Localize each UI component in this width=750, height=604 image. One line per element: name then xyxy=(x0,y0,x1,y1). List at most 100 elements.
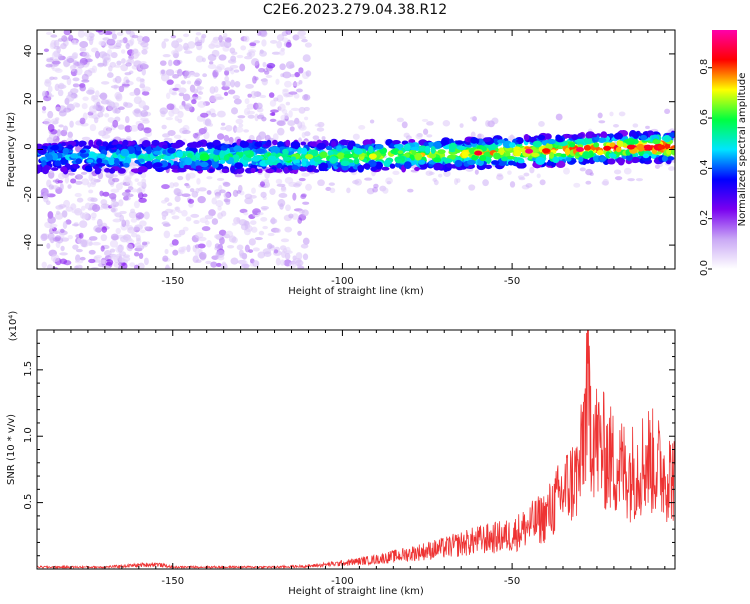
spectrogram-ridge-cell xyxy=(514,149,522,157)
spectrogram-speckle xyxy=(195,232,204,239)
spectrogram-ridge-cell xyxy=(37,147,47,155)
spectrogram-ridge-cell xyxy=(325,145,333,151)
spectrogram-speckle xyxy=(254,76,259,81)
spectrogram-speckle xyxy=(164,248,169,255)
spectrogram-speckle xyxy=(407,188,414,193)
spectrogram-speckle xyxy=(298,79,303,85)
spectrogram-ridge-cell xyxy=(319,151,328,159)
spectrogram-speckle xyxy=(63,61,70,68)
spectrogram-speckle xyxy=(291,213,299,220)
spectrogram-ridge-cell xyxy=(547,138,556,145)
spectrogram-speckle xyxy=(54,235,62,242)
colorbar-tick-label: 0.2 xyxy=(699,210,710,226)
spectrogram-speckle xyxy=(288,110,293,118)
spectrogram-speckle xyxy=(110,233,119,241)
spectrogram-speckle xyxy=(598,120,606,124)
spectrogram-speckle xyxy=(130,218,138,223)
spectrogram-ridge-cell xyxy=(532,140,543,148)
spectrogram-ridge-cell xyxy=(554,152,563,157)
spectrogram-speckle xyxy=(66,94,75,102)
spectrogram-speckle xyxy=(81,136,91,141)
spectrogram-speckle xyxy=(86,89,95,95)
spectrogram-speckle xyxy=(273,249,279,254)
spectrogram-speckle xyxy=(292,34,300,41)
spectrogram-speckle xyxy=(305,70,312,77)
spectrogram-speckle xyxy=(196,95,202,100)
spectrogram-speckle xyxy=(185,216,192,222)
spectrogram-speckle xyxy=(302,54,311,63)
spectrogram-speckle xyxy=(83,31,93,38)
spectrogram-speckle xyxy=(127,186,134,190)
spectrogram-speckle xyxy=(233,98,242,105)
spectrogram-speckle xyxy=(129,37,135,46)
spectrogram-speckle xyxy=(138,197,147,203)
spectrogram-speckle xyxy=(173,188,181,196)
spectrogram-ridge-cell xyxy=(221,168,230,174)
spectrogram-speckle xyxy=(238,123,244,128)
spectrogram-speckle xyxy=(97,111,104,118)
spectrogram-ridge-cell xyxy=(666,148,672,155)
spectrogram-speckle xyxy=(198,91,204,95)
spectrogram-ridge-cell xyxy=(642,153,650,159)
spectrogram-speckle xyxy=(182,42,189,51)
spectrogram-speckle xyxy=(235,118,244,125)
spectrogram-ridge-cell xyxy=(552,156,560,164)
spectrogram-speckle xyxy=(198,187,207,192)
spectrogram-speckle xyxy=(116,60,122,66)
spectrogram-speckle xyxy=(221,80,226,87)
spectrogram-ridge-cell xyxy=(300,141,307,146)
spectrogram-speckle xyxy=(454,178,459,185)
spectrogram-speckle xyxy=(93,116,99,124)
spectrogram-speckle xyxy=(234,126,244,133)
spectrogram-ridge-cell xyxy=(516,139,524,143)
spectrogram-speckle xyxy=(214,194,221,199)
spectrogram-speckle xyxy=(92,105,99,110)
spectrogram-speckle xyxy=(302,253,309,261)
spectrogram-ridge-cell xyxy=(104,167,111,173)
spectrogram-speckle xyxy=(98,259,108,265)
spectrogram-speckle xyxy=(164,208,174,214)
spectrogram-ridge-cell xyxy=(343,154,353,159)
spectrogram-ridge-cell xyxy=(470,137,478,144)
spectrogram-ridge-cell xyxy=(368,153,377,160)
spectrogram-speckle xyxy=(60,245,65,252)
spectrogram-speckle xyxy=(79,41,89,48)
spectrogram-speckle xyxy=(405,135,412,141)
spectrogram-speckle xyxy=(517,175,525,179)
bottom-x-tick-label: -100 xyxy=(331,576,354,587)
spectrogram-speckle xyxy=(468,184,476,191)
spectrogram-speckle xyxy=(668,166,675,171)
spectrogram-speckle xyxy=(100,234,108,242)
spectrogram-speckle xyxy=(358,125,366,130)
spectrogram-ridge-cell xyxy=(208,168,215,173)
spectrogram-speckle xyxy=(94,50,100,59)
spectrogram-ridge-cell xyxy=(283,166,289,174)
top-x-tick-label: -50 xyxy=(504,276,520,287)
spectrogram-speckle xyxy=(382,187,389,194)
spectrogram-speckle xyxy=(255,102,263,110)
spectrogram-speckle xyxy=(208,123,214,127)
spectrogram-speckle xyxy=(124,72,132,76)
spectrogram-speckle xyxy=(49,226,55,230)
spectrogram-ridge-cell xyxy=(290,156,297,161)
spectrogram-speckle xyxy=(423,128,429,135)
spectrogram-ridge-cell xyxy=(116,143,122,149)
spectrogram-ridge-cell xyxy=(339,139,348,146)
spectrogram-speckle xyxy=(289,126,295,132)
spectrogram-speckle xyxy=(177,175,184,181)
spectrogram-speckle xyxy=(278,193,288,198)
spectrogram-speckle xyxy=(121,256,131,262)
colorbar-tick-label: 0.0 xyxy=(699,260,710,276)
spectrogram-ridge-cell xyxy=(97,153,107,159)
spectrogram-ridge-cell xyxy=(564,147,571,156)
spectrogram-speckle xyxy=(63,107,72,113)
spectrogram-speckle xyxy=(187,41,196,49)
spectrogram-ridge-cell xyxy=(89,152,99,158)
spectrogram-speckle xyxy=(171,215,180,220)
spectrogram-speckle xyxy=(285,41,292,48)
spectrogram-speckle xyxy=(262,248,272,255)
spectrogram-speckle xyxy=(48,184,54,190)
spectrogram-ridge-cell xyxy=(537,134,546,141)
spectrogram-speckle xyxy=(113,212,119,217)
spectrogram-speckle xyxy=(258,230,265,236)
